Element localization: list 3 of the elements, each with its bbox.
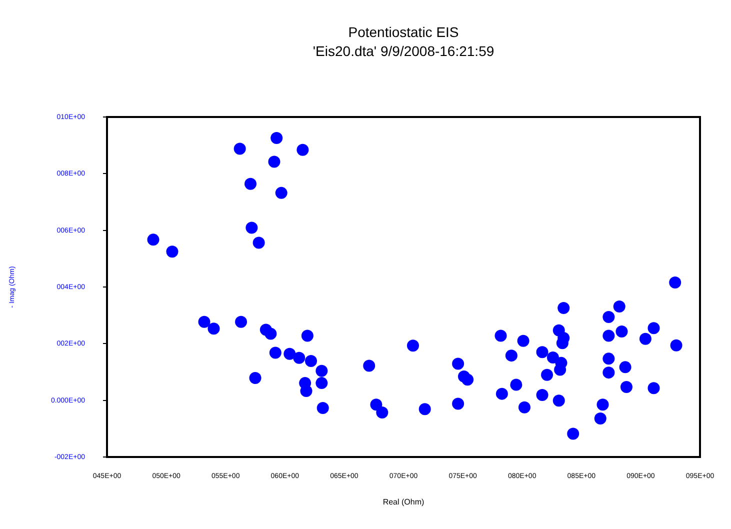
chart-title: Potentiostatic EIS bbox=[348, 24, 459, 40]
chart-subtitle: 'Eis20.dta' 9/9/2008-16:21:59 bbox=[312, 42, 494, 59]
x-axis-title: Real (Ohm) bbox=[382, 497, 425, 506]
